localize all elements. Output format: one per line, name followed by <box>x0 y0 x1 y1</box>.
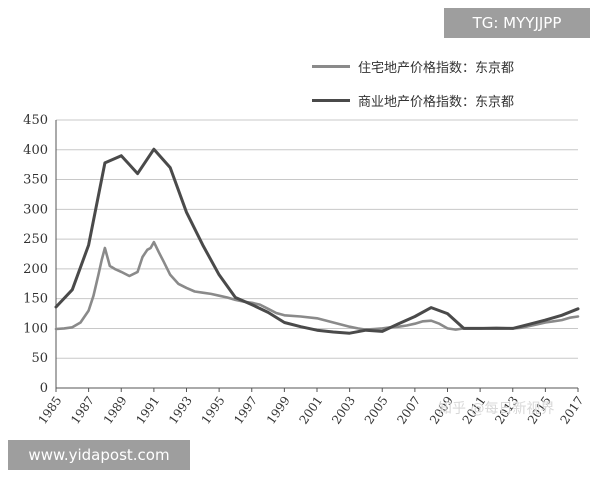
y-tick-label: 0 <box>40 381 48 396</box>
x-tick-label: 2001 <box>296 394 325 427</box>
legend-item-commercial: 商业地产价格指数：东京都 <box>312 89 514 111</box>
series-lines <box>54 147 580 335</box>
legend-label-residential: 住宅地产价格指数：东京都 <box>358 60 515 76</box>
x-tick-label: 1993 <box>166 394 195 427</box>
zhihu-watermark: 知乎 @每日新视界 <box>438 401 555 417</box>
y-tick-label: 300 <box>23 202 48 217</box>
series-line-commercial <box>54 147 580 335</box>
x-tick-label: 1989 <box>101 394 130 427</box>
telegram-badge: TG: MYYJJPP <box>444 8 590 38</box>
y-tick-label: 350 <box>23 173 48 188</box>
x-tick-label: 1995 <box>199 394 228 427</box>
y-axis: 0 50 100 150 200 250 300 350 400 450 <box>23 113 57 396</box>
y-tick-label: 50 <box>31 351 48 366</box>
x-tick-label: 2017 <box>557 394 586 427</box>
legend: 住宅地产价格指数：东京都 商业地产价格指数：东京都 <box>312 55 514 123</box>
legend-swatch-commercial <box>312 98 350 102</box>
y-tick-label: 100 <box>23 321 48 336</box>
legend-swatch-residential <box>312 64 350 68</box>
y-tick-label: 150 <box>23 292 48 307</box>
series-line-residential <box>54 240 580 331</box>
x-tick-label: 1991 <box>133 394 162 427</box>
y-tick-label: 250 <box>23 232 48 247</box>
x-tick-label: 1985 <box>35 394 64 427</box>
legend-label-commercial: 商业地产价格指数：东京都 <box>358 94 515 110</box>
x-tick-label: 1987 <box>68 394 97 427</box>
y-tick-label: 450 <box>23 113 48 128</box>
x-tick-label: 2003 <box>329 394 358 427</box>
gridlines <box>56 119 578 389</box>
x-tick-label: 2007 <box>394 394 423 427</box>
x-tick-label: 2005 <box>362 394 391 427</box>
site-url-badge: www.yidapost.com <box>8 440 190 470</box>
legend-item-residential: 住宅地产价格指数：东京都 <box>312 55 514 77</box>
y-tick-label: 200 <box>23 262 48 277</box>
y-tick-label: 400 <box>23 143 48 158</box>
x-tick-label: 1999 <box>264 394 293 427</box>
x-tick-label: 1997 <box>231 394 260 427</box>
